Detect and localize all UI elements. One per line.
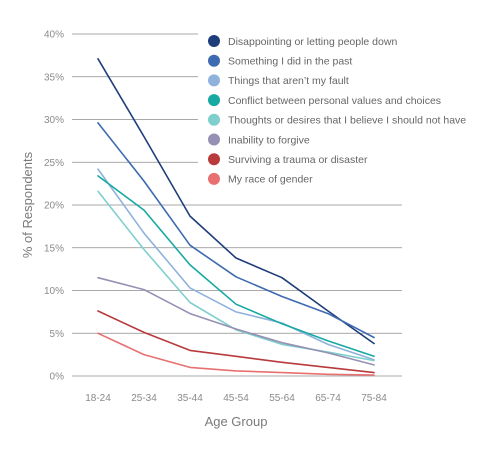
legend-swatch — [208, 54, 220, 67]
legend-label: Something I did in the past — [228, 56, 352, 68]
legend-background — [198, 28, 470, 192]
y-tick-label: 20% — [44, 201, 64, 212]
x-tick-label: 65-74 — [315, 393, 341, 404]
series-line-1 — [97, 57, 375, 345]
legend-swatch — [208, 74, 220, 87]
legend-swatch — [208, 153, 220, 166]
y-tick-label: 5% — [50, 329, 65, 340]
x-tick-label: 55-64 — [269, 393, 295, 404]
series-line-8 — [97, 332, 375, 376]
legend-swatch — [208, 113, 220, 126]
legend-swatch — [208, 172, 220, 185]
legend-swatch — [208, 35, 220, 47]
series-line-2 — [97, 122, 375, 339]
y-axis-title: % of Respondents — [20, 151, 35, 258]
x-tick-label: 35-44 — [177, 393, 203, 404]
series-line-4 — [97, 175, 375, 358]
y-tick-label: 10% — [44, 286, 64, 297]
y-tick-label: 15% — [44, 243, 64, 254]
x-tick-label: 75-84 — [361, 393, 387, 404]
x-tick-label: 45-54 — [223, 393, 249, 404]
y-tick-label: 30% — [44, 115, 64, 126]
legend: Disappointing or letting people down Some… — [208, 35, 466, 186]
y-tick-label: 0% — [50, 372, 65, 383]
legend-label: Things that aren’t my fault — [228, 75, 349, 87]
series-lines — [97, 57, 375, 376]
legend-label: Disappointing or letting people down — [228, 36, 397, 48]
x-tick-label: 18-24 — [85, 393, 111, 404]
x-tick-label: 25-34 — [131, 393, 157, 404]
legend-label: Inability to forgive — [228, 134, 310, 146]
y-tick-label: 25% — [44, 158, 64, 169]
series-line-3 — [97, 168, 375, 361]
legend-label: Surviving a trauma or disaster — [228, 154, 368, 166]
series-line-6 — [97, 276, 375, 366]
legend-label: Conflict between personal values and cho… — [228, 95, 441, 107]
y-tick-label: 40% — [44, 30, 64, 41]
legend-swatch — [208, 94, 220, 107]
series-line-7 — [97, 310, 375, 374]
legend-swatch — [208, 133, 220, 146]
legend-label: Thoughts or desires that I believe I sho… — [228, 115, 466, 127]
y-axis-ticks: 0% 5% 10% 15% 20% 25% 30% 35% 40% — [44, 30, 64, 383]
x-axis-ticks: 18-24 25-34 35-44 45-54 55-64 65-74 75-84 — [85, 393, 387, 404]
x-axis-title: Age Group — [205, 414, 268, 429]
y-tick-label: 35% — [44, 72, 64, 83]
legend-label: My race of gender — [228, 174, 313, 186]
